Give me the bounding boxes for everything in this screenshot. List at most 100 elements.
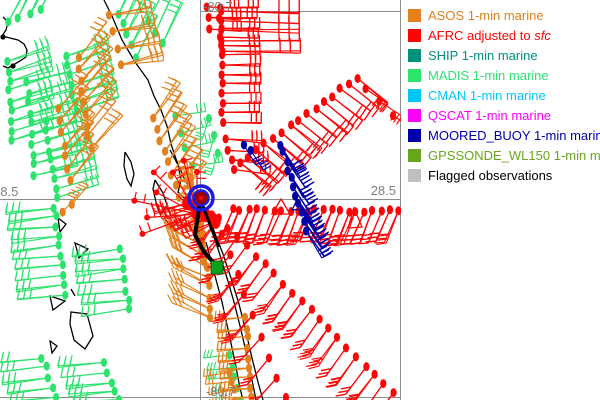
gpssonde-marker [211, 261, 223, 274]
legend-label-text: ASOS 1-min marine [428, 8, 544, 23]
barb-tick [169, 273, 173, 282]
legend-label: SHIP 1-min marine [428, 48, 538, 63]
barb-tick [209, 133, 211, 142]
barb-staff [353, 374, 374, 400]
island-outline [50, 341, 57, 353]
barb-tick [352, 118, 359, 127]
barb-tick [321, 144, 328, 153]
legend-label: AFRC adjusted to sfc [428, 28, 551, 43]
barb-tick [172, 105, 181, 109]
legend-swatch [408, 49, 421, 62]
barb-tick [21, 270, 23, 280]
barb-tick [23, 289, 25, 299]
wind-barb-cluster [5, 201, 68, 299]
barb-tick [172, 0, 181, 2]
barb-tick [222, 329, 223, 338]
legend-label-text: SHIP 1-min marine [428, 48, 538, 63]
barb-tick [329, 138, 336, 147]
barb-tick [146, 209, 147, 218]
legend-item: MADIS 1-min marine [401, 65, 600, 85]
barb-tick [321, 132, 328, 141]
barb-tick [368, 237, 378, 238]
legend-label: MOORED_BUOY 1-min marine [428, 128, 600, 143]
barb-tick [90, 27, 99, 31]
coast-dot [10, 63, 15, 68]
barb-staff [336, 357, 355, 385]
legend-label-text: QSCAT 1-min marine [428, 108, 551, 123]
barb-tick [226, 353, 227, 362]
barb-tick [333, 239, 343, 240]
legend-swatch [408, 169, 421, 182]
barb-tick [151, 52, 152, 62]
barb-tick [218, 354, 219, 363]
barb-tick [191, 150, 200, 154]
barb-staff [10, 71, 53, 81]
legend-swatch [408, 69, 421, 82]
barb-staff [386, 211, 398, 243]
barb-tick [214, 362, 216, 370]
legend-label-text: GPSSONDE_WL150 1-min marine [428, 148, 600, 163]
legend-label: Flagged observations [428, 168, 552, 183]
barb-tick [204, 368, 205, 376]
barb-tick [61, 368, 63, 378]
barb-tick [242, 300, 252, 302]
barb-tick [78, 184, 86, 187]
barb-staff [326, 348, 346, 376]
station-dot [54, 193, 60, 202]
barb-tick [203, 173, 211, 175]
barb-tick [17, 289, 19, 299]
station-dot [314, 104, 320, 113]
barb-staff [0, 359, 41, 364]
barb-tick [285, 239, 295, 240]
legend-swatch [408, 149, 421, 162]
legend-swatch [408, 9, 421, 22]
legend-item: GPSSONDE_WL150 1-min marine [401, 145, 600, 165]
barb-tick [259, 184, 266, 193]
barb-tick [57, 82, 60, 92]
barb-tick [219, 340, 229, 342]
legend-label-text: Flagged observations [428, 168, 552, 183]
map-layers [0, 0, 416, 400]
barb-tick [162, 188, 166, 196]
barb-tick [162, 87, 171, 90]
station-dot [206, 114, 212, 123]
barb-tick [205, 167, 213, 169]
barb-tick [256, 242, 266, 243]
grid-label: -80.7 [206, 384, 236, 399]
barb-tick [108, 113, 117, 118]
coast-dot [0, 34, 5, 39]
barb-tick [56, 64, 59, 74]
legend-item: QSCAT 1-min marine [401, 105, 600, 125]
legend-swatch [408, 129, 421, 142]
barb-tick [59, 75, 62, 85]
barb-tick [203, 350, 205, 358]
barb-tick [88, 306, 89, 316]
barb-tick [305, 144, 312, 153]
grid-label: 28.5 [371, 183, 396, 198]
barb-tick [339, 120, 346, 129]
barb-staff [306, 113, 336, 137]
barb-tick [196, 104, 198, 113]
barb-tick [335, 130, 342, 139]
barb-tick [343, 123, 350, 132]
barb-tick [260, 234, 270, 235]
barb-tick [370, 233, 380, 234]
grid-label: 28.5 [0, 184, 18, 199]
legend: ASOS 1-min marine AFRC adjusted to sfc SHI… [401, 0, 600, 400]
barb-tick [303, 179, 312, 184]
barb-tick [63, 80, 66, 90]
legend-swatch [408, 89, 421, 102]
barb-tick [283, 243, 293, 244]
barb-tick [67, 194, 75, 197]
wind-barb-cluster [5, 0, 61, 26]
barb-tick [28, 269, 30, 279]
barb-tick [94, 305, 95, 315]
legend-item: Flagged observations [401, 165, 600, 185]
barb-tick [278, 174, 285, 183]
barb-staff [291, 125, 320, 150]
legend-label-text: CMAN 1-min marine [428, 88, 546, 103]
barb-tick [225, 241, 235, 242]
grid-label: -80.7 [203, 0, 233, 14]
barb-tick [79, 70, 88, 75]
legend-item: SHIP 1-min marine [401, 45, 600, 65]
